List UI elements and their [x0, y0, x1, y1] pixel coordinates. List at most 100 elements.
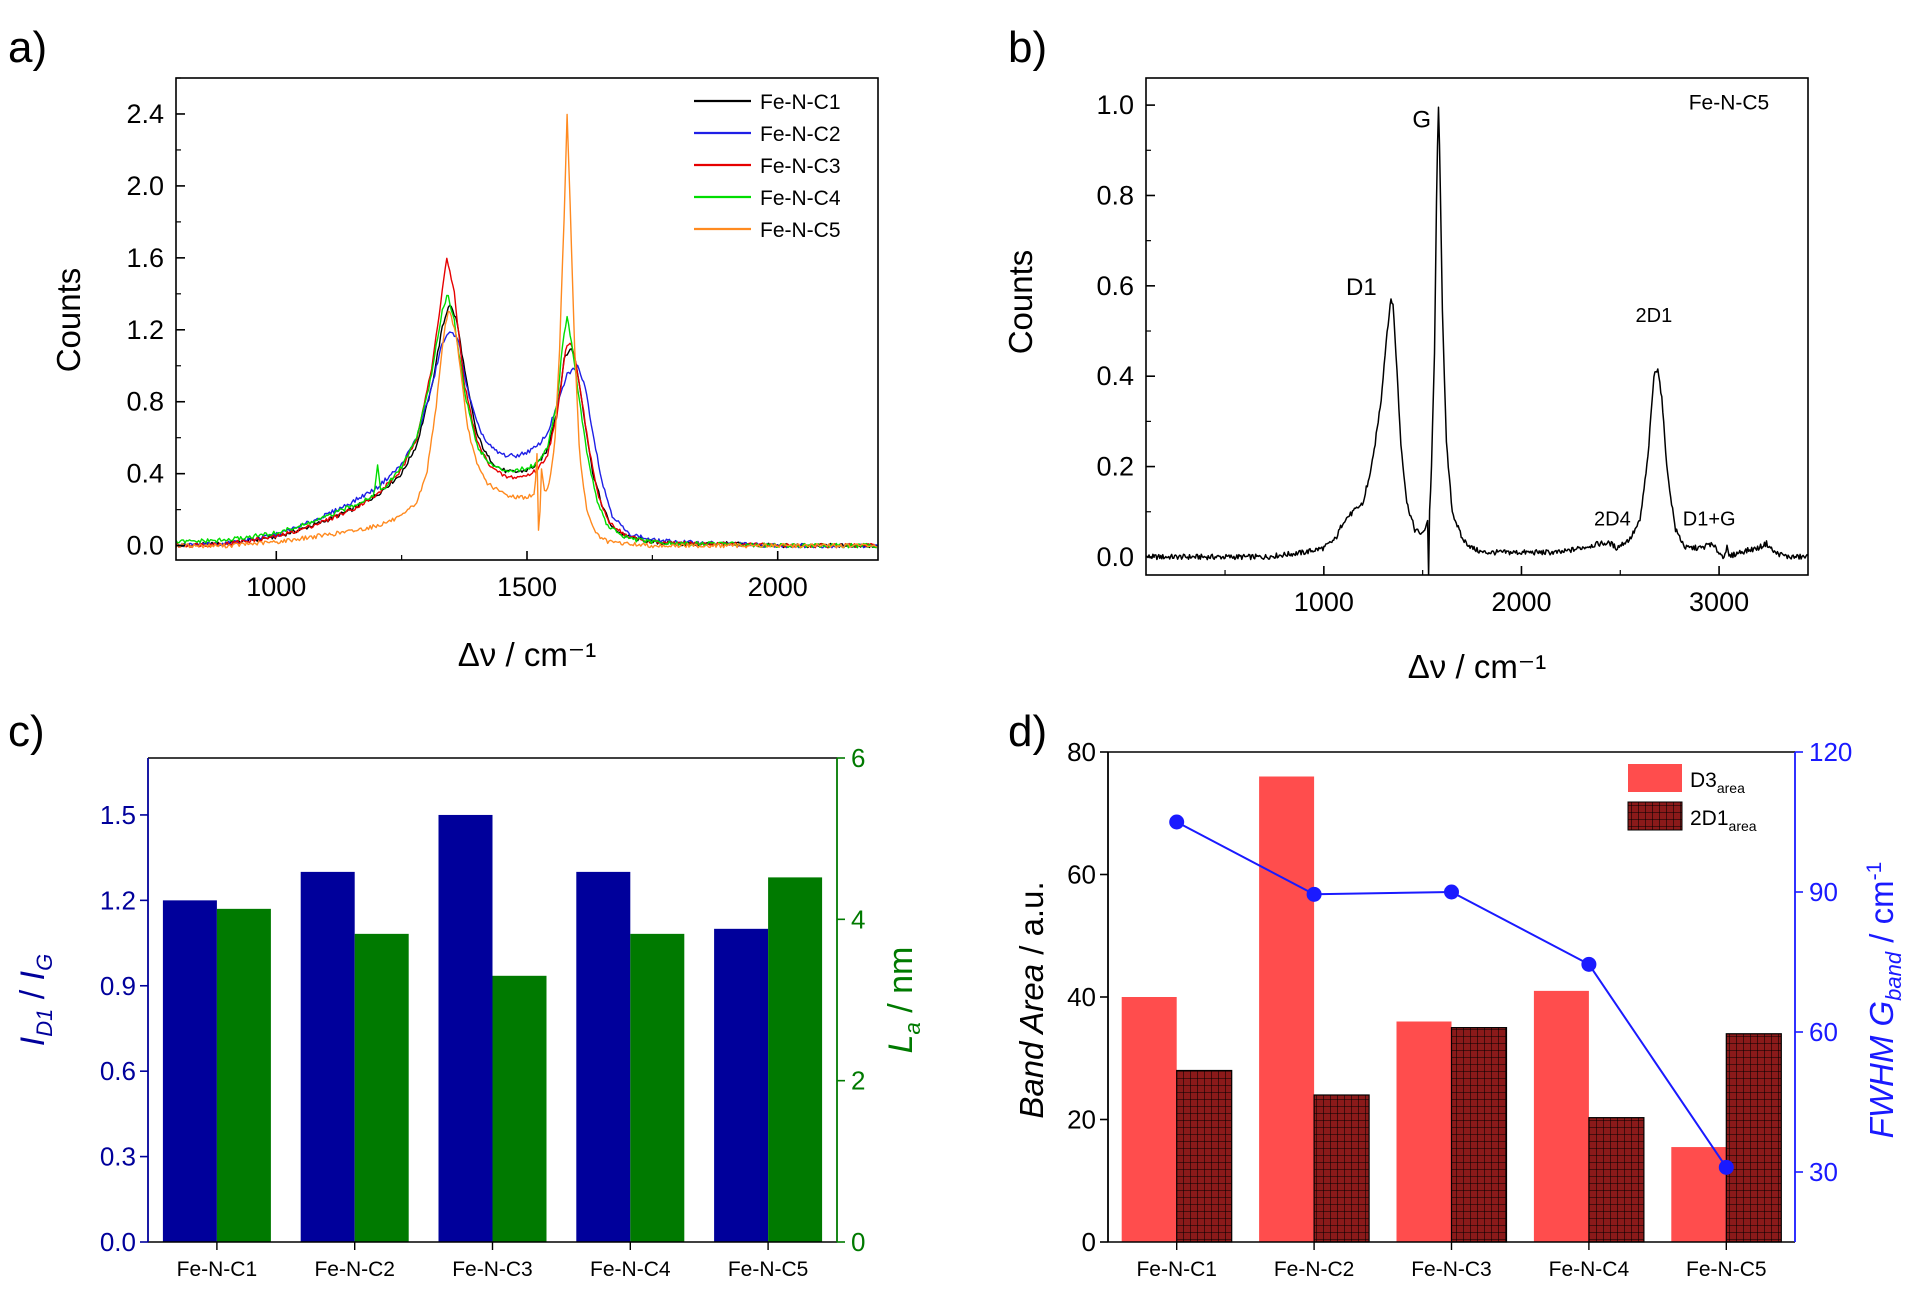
panel-a-ytick-label: 1.2 [126, 315, 164, 345]
panel-d-bar-d3area [1396, 1021, 1452, 1242]
panel-a-xlabel: Δν / cm⁻¹ [458, 636, 596, 673]
panel-b-xlabel: Δν / cm⁻¹ [1408, 648, 1546, 685]
panel-d-y2label-sub: band [1881, 951, 1906, 1001]
panel-a-legend-label: Fe-N-C3 [760, 155, 841, 178]
panel-c-ylabel-sub: G [32, 954, 57, 971]
panel-d-ytick-label: 40 [1067, 982, 1096, 1012]
panel-c-y2label-part: L [882, 1034, 920, 1053]
panel-c-y2tick-label: 0 [851, 1227, 865, 1257]
panel-c-ylabel-part: I [14, 970, 52, 980]
panel-d-ytick-label: 20 [1067, 1105, 1096, 1135]
panel-c-y2tick-label: 2 [851, 1066, 865, 1096]
panel-a: a) 0.0 0.4 0.8 1.2 1.6 2.0 2.4 1000 1500 2000 Δν / … [8, 23, 879, 673]
panel-d-legend-label-main: D3 [1690, 769, 1717, 792]
panel-b-xtick-label: 2000 [1491, 587, 1551, 617]
panel-a-xtick-label: 1000 [246, 572, 306, 602]
panel-a-label: a) [8, 23, 47, 72]
panel-c-y2label: La / nm [882, 947, 925, 1054]
panel-b: b) 0.0 0.2 0.4 0.6 0.8 1.0 1000 2000 3000 Δν / cm⁻… [1002, 23, 1809, 685]
panel-c-bar-la [354, 933, 409, 1242]
panel-b-annotation: D1 [1346, 274, 1377, 301]
panel-c-xtick-label: Fe-N-C2 [314, 1258, 395, 1281]
panel-c-ytick-label: 0.0 [100, 1227, 136, 1257]
panel-d-fwhm-marker [1306, 886, 1322, 902]
panel-d-legend-label: 2D1area [1690, 807, 1757, 834]
panel-d-ytick-label: 0 [1082, 1227, 1096, 1257]
panel-c-xtick-label: Fe-N-C3 [452, 1258, 533, 1281]
panel-b-annotation: D1+G [1683, 508, 1736, 530]
panel-a-ytick-label: 0.0 [126, 531, 164, 561]
panel-a-ytick-label: 0.8 [126, 387, 164, 417]
panel-d-xtick-label: Fe-N-C2 [1274, 1258, 1355, 1281]
panel-d-bar-2d1area [1725, 1033, 1782, 1243]
panel-d-bar-2d1area [1313, 1094, 1370, 1243]
panel-c-ylabel-sub: D1 [32, 1009, 57, 1037]
panel-d-legend-label-sub: area [1729, 818, 1757, 834]
panel-b-plot [1146, 106, 1808, 575]
panel-d-xtick-label: Fe-N-C5 [1686, 1258, 1767, 1281]
panel-d-legend-label-main: 2D1 [1690, 807, 1729, 830]
panel-a-series-line [176, 304, 878, 549]
panel-c-ytick-label: 1.2 [100, 885, 136, 915]
panel-c-bar-id1ig [438, 814, 493, 1242]
panel-d-bar-d3area [1671, 1147, 1727, 1242]
panel-d-bar-d3area [1259, 776, 1315, 1242]
panel-d-ytick-label: 60 [1067, 860, 1096, 890]
panel-c-bar-id1ig [300, 871, 355, 1242]
panel-d-legend-label-sub: area [1717, 780, 1745, 796]
panel-d-xtick-label: Fe-N-C4 [1549, 1258, 1630, 1281]
panel-c-bar-id1ig [162, 900, 217, 1242]
panel-c-ytick-label: 0.6 [100, 1056, 136, 1086]
panel-c-bar-la [492, 975, 547, 1242]
panel-d-xtick-label: Fe-N-C1 [1136, 1258, 1217, 1281]
panel-d-legend-swatch-d3 [1628, 764, 1682, 792]
panel-b-ytick-label: 0.4 [1096, 361, 1134, 391]
panel-b-annotation: 2D4 [1594, 508, 1631, 530]
panel-d-legend-label: D3area [1690, 769, 1745, 796]
panel-b-annotation: Fe-N-C5 [1689, 92, 1770, 115]
panel-b-label: b) [1008, 23, 1047, 72]
panel-b-frame [1145, 77, 1809, 576]
panel-b-xtick-label: 3000 [1689, 587, 1749, 617]
panel-c-xtick-label: Fe-N-C5 [728, 1258, 809, 1281]
panel-c-bar-id1ig [714, 928, 769, 1242]
panel-a-xtick-label: 2000 [748, 572, 808, 602]
panel-d-y2label-part: FWHM G [1863, 1001, 1900, 1138]
panel-c-bar-la [216, 908, 271, 1242]
panel-d-label: d) [1008, 707, 1047, 756]
panel-d-y2label-part: / cm [1863, 880, 1900, 952]
panel-a-series-line [176, 113, 878, 549]
panel-c-y2tick-label: 4 [851, 904, 865, 934]
panel-a-series-line [176, 257, 878, 549]
panel-c: c) Fe-N-C1 Fe-N-C2 Fe-N-C3 Fe-N-C4 Fe-N-C5 0.0… [8, 707, 925, 1281]
panel-d-y2tick-label: 60 [1809, 1017, 1838, 1047]
panel-c-xtick-label: Fe-N-C1 [177, 1258, 258, 1281]
panel-c-ylabel-part: / [14, 980, 52, 1008]
panel-b-xtick-label: 1000 [1294, 587, 1354, 617]
panel-b-ytick-label: 0.6 [1096, 271, 1134, 301]
panel-d-xtick-label: Fe-N-C3 [1411, 1258, 1492, 1281]
panel-c-ytick-label: 0.9 [100, 971, 136, 1001]
panel-a-ytick-label: 2.0 [126, 171, 164, 201]
panel-d-bar-2d1area [1176, 1069, 1233, 1243]
panel-d-y2label-sup: -1 [1863, 862, 1886, 881]
panel-a-plot [176, 113, 878, 549]
panel-d-ytick-label: 80 [1067, 737, 1096, 767]
panel-d-y2label: FWHM Gband / cm-1 [1863, 862, 1906, 1139]
panel-d-ylabel: Band Area / a.u. [1013, 881, 1050, 1118]
panel-b-ylabel: Counts [1002, 250, 1039, 355]
panel-d-legend-swatch-2d1 [1627, 801, 1683, 831]
panel-c-xtick-label: Fe-N-C4 [590, 1258, 671, 1281]
panel-d-ylabel-part: Band Area [1013, 964, 1050, 1119]
panel-a-xtick-label: 1500 [497, 572, 557, 602]
panel-b-ytick-label: 0.8 [1096, 180, 1134, 210]
panel-b-annotation: G [1412, 107, 1431, 134]
panel-d-ylabel-part: / a.u. [1013, 881, 1050, 964]
panel-a-legend-label: Fe-N-C1 [760, 91, 841, 114]
panel-d-fwhm-marker [1169, 814, 1185, 830]
panel-d-fwhm-marker [1718, 1159, 1734, 1175]
panel-a-legend-label: Fe-N-C4 [760, 187, 841, 210]
panel-d-y2tick-label: 30 [1809, 1157, 1838, 1187]
